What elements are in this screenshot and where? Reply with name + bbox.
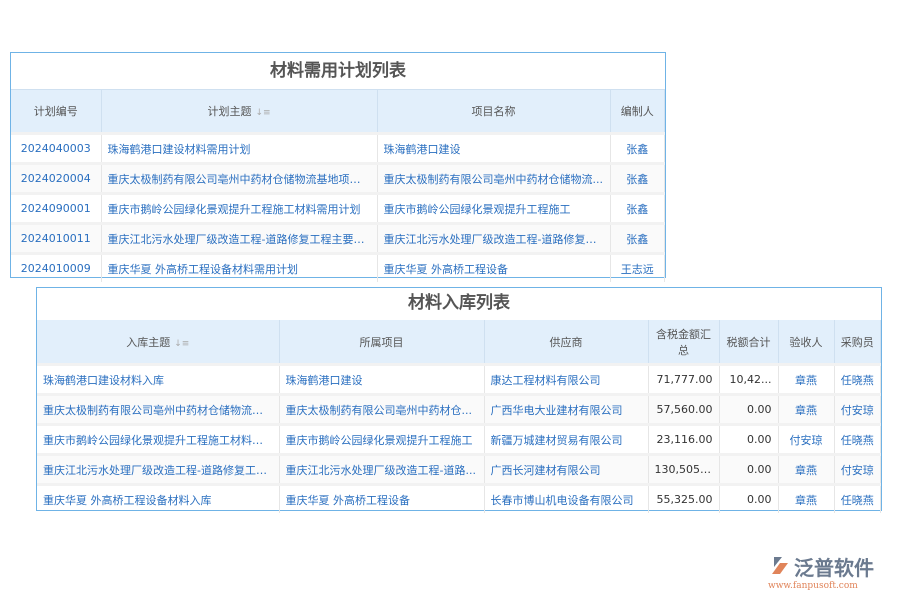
table-cell[interactable]: 2024040003	[11, 132, 102, 164]
table-cell[interactable]: 重庆江北污水处理厂级改造工程-道路...	[279, 453, 485, 485]
plan-table-title: 材料需用计划列表	[11, 53, 665, 90]
fanpusoft-logo: 泛普软件 www.fanpusoft.com	[768, 552, 874, 591]
table-cell: 0.00	[719, 483, 779, 513]
column-header-label: 编制人	[620, 105, 654, 118]
table-cell[interactable]: 2024090001	[11, 192, 102, 224]
table-cell[interactable]: 广西长河建材有限公司	[484, 453, 649, 485]
logo-url: www.fanpusoft.com	[768, 581, 858, 591]
column-header[interactable]: 含税金额汇总	[648, 320, 720, 365]
table-cell: 10,42...	[719, 363, 779, 395]
column-header[interactable]: 税额合计	[719, 320, 779, 365]
sort-icon[interactable]: ↓≡	[174, 338, 190, 349]
table-cell[interactable]: 重庆市鹅岭公园绿化景观提升工程施工	[377, 192, 611, 224]
column-header-label: 税额合计	[726, 335, 771, 349]
column-header[interactable]: 计划主题 ↓≡	[101, 90, 378, 134]
table-cell[interactable]: 重庆市鹅岭公园绿化景观提升工程施工	[279, 423, 485, 455]
logo-icon	[772, 557, 788, 574]
table-cell[interactable]: 重庆太极制药有限公司亳州中药材仓储物流基地项目...	[101, 162, 378, 194]
table-cell[interactable]: 付安琼	[778, 423, 835, 455]
table-cell[interactable]: 重庆太极制药有限公司亳州中药材仓储物流基...	[37, 393, 280, 425]
table-cell[interactable]: 任晓燕	[834, 363, 881, 395]
table-cell: 57,560.00	[648, 393, 720, 425]
table-row[interactable]: 重庆华夏 外高桥工程设备材料入库 重庆华夏 外高桥工程设备 长春市博山机电设备有限公…	[37, 483, 881, 513]
table-row[interactable]: 重庆太极制药有限公司亳州中药材仓储物流基... 重庆太极制药有限公司亳州中药材仓.…	[37, 393, 881, 425]
table-cell[interactable]: 珠海鹤港口建设材料入库	[37, 363, 280, 395]
table-cell[interactable]: 张鑫	[610, 222, 665, 254]
table-cell[interactable]: 珠海鹤港口建设材料需用计划	[101, 132, 378, 164]
column-header-label: 计划主题	[207, 105, 252, 118]
logo-name: 泛普软件	[794, 556, 874, 580]
table-cell[interactable]: 张鑫	[610, 132, 665, 164]
table-cell[interactable]: 重庆江北污水处理厂级改造工程-道路修复工程...	[37, 453, 280, 485]
sort-icon[interactable]: ↓≡	[255, 108, 271, 118]
table-cell[interactable]: 重庆太极制药有限公司亳州中药材仓...	[279, 393, 485, 425]
table-cell[interactable]: 长春市博山机电设备有限公司	[484, 483, 649, 513]
table-cell[interactable]: 珠海鹤港口建设	[279, 363, 485, 395]
table-cell: 130,505.00	[648, 453, 720, 485]
column-header[interactable]: 验收人	[778, 320, 835, 365]
table-cell: 55,325.00	[648, 483, 720, 513]
table-cell[interactable]: 重庆华夏 外高桥工程设备	[377, 252, 611, 282]
table-cell[interactable]: 新疆万城建材贸易有限公司	[484, 423, 649, 455]
table-cell[interactable]: 付安琼	[834, 393, 881, 425]
table-cell[interactable]: 重庆市鹅岭公园绿化景观提升工程施工材料入库	[37, 423, 280, 455]
column-header-label: 所属项目	[359, 335, 404, 349]
column-header[interactable]: 编制人	[610, 90, 665, 134]
table-cell[interactable]: 康达工程材料有限公司	[484, 363, 649, 395]
table-cell[interactable]: 重庆华夏 外高桥工程设备	[279, 483, 485, 513]
table-cell[interactable]: 2024020004	[11, 162, 102, 194]
table-row[interactable]: 珠海鹤港口建设材料入库 珠海鹤港口建设 康达工程材料有限公司 71,777.00 10,…	[37, 363, 881, 395]
table-cell: 0.00	[719, 393, 779, 425]
table-row[interactable]: 2024040003 珠海鹤港口建设材料需用计划 珠海鹤港口建设 张鑫	[11, 132, 665, 164]
column-header-label: 入库主题	[126, 335, 171, 349]
column-header[interactable]: 采购员	[834, 320, 881, 365]
table-cell: 71,777.00	[648, 363, 720, 395]
table-row[interactable]: 2024090001 重庆市鹅岭公园绿化景观提升工程施工材料需用计划 重庆市鹅岭公园…	[11, 192, 665, 224]
column-header[interactable]: 供应商	[484, 320, 649, 365]
table-cell[interactable]: 重庆江北污水处理厂级改造工程-道路修复工程	[377, 222, 611, 254]
column-header-label: 验收人	[789, 335, 823, 349]
table-cell: 23,116.00	[648, 423, 720, 455]
table-cell[interactable]: 章燕	[778, 453, 835, 485]
table-cell[interactable]: 2024010011	[11, 222, 102, 254]
material-stock-table: 材料入库列表 入库主题 ↓≡ 所属项目 供应商 含税金额汇总 税额合计 验收人 采购员珠海鹤港…	[36, 287, 882, 513]
table-row[interactable]: 重庆江北污水处理厂级改造工程-道路修复工程... 重庆江北污水处理厂级改造工程-道…	[37, 453, 881, 485]
table-cell[interactable]: 付安琼	[834, 453, 881, 485]
table-cell: 0.00	[719, 453, 779, 485]
stock-table-title: 材料入库列表	[408, 293, 510, 313]
table-row[interactable]: 2024010011 重庆江北污水处理厂级改造工程-道路修复工程主要材料 重庆江北污…	[11, 222, 665, 254]
table-cell[interactable]: 重庆华夏 外高桥工程设备材料需用计划	[101, 252, 378, 282]
column-header[interactable]: 项目名称	[377, 90, 611, 134]
table-cell: 0.00	[719, 423, 779, 455]
column-header-label: 含税金额汇总	[656, 327, 711, 357]
table-row[interactable]: 重庆市鹅岭公园绿化景观提升工程施工材料入库 重庆市鹅岭公园绿化景观提升工程施工 新疆…	[37, 423, 881, 455]
table-cell[interactable]: 重庆太极制药有限公司亳州中药材仓储物流...	[377, 162, 611, 194]
column-header[interactable]: 计划编号	[11, 90, 102, 134]
material-plan-table: 材料需用计划列表 计划编号 计划主题 ↓≡ 项目名称 编制人 2024040003 珠海鹤港…	[10, 52, 666, 282]
column-header-label: 供应商	[549, 335, 583, 349]
column-header[interactable]: 所属项目	[279, 320, 485, 365]
table-cell[interactable]: 重庆华夏 外高桥工程设备材料入库	[37, 483, 280, 513]
table-cell[interactable]: 章燕	[778, 483, 835, 513]
table-cell[interactable]: 2024010009	[11, 252, 102, 282]
table-cell[interactable]: 章燕	[778, 393, 835, 425]
table-cell[interactable]: 章燕	[778, 363, 835, 395]
table-cell[interactable]: 重庆市鹅岭公园绿化景观提升工程施工材料需用计划	[101, 192, 378, 224]
table-row[interactable]: 2024010009 重庆华夏 外高桥工程设备材料需用计划 重庆华夏 外高桥工程设备…	[11, 252, 665, 282]
table-cell[interactable]: 任晓燕	[834, 483, 881, 513]
column-header[interactable]: 入库主题 ↓≡	[37, 320, 280, 365]
table-cell[interactable]: 张鑫	[610, 162, 665, 194]
table-cell[interactable]: 重庆江北污水处理厂级改造工程-道路修复工程主要材料	[101, 222, 378, 254]
table-cell[interactable]: 广西华电大业建材有限公司	[484, 393, 649, 425]
table-cell[interactable]: 任晓燕	[834, 423, 881, 455]
table-cell[interactable]: 王志远	[610, 252, 665, 282]
table-cell[interactable]: 珠海鹤港口建设	[377, 132, 611, 164]
table-row[interactable]: 2024020004 重庆太极制药有限公司亳州中药材仓储物流基地项目... 重庆太极…	[11, 162, 665, 194]
column-header-label: 采购员	[840, 335, 874, 349]
table-cell[interactable]: 张鑫	[610, 192, 665, 224]
column-header-label: 计划编号	[33, 105, 78, 118]
column-header-label: 项目名称	[471, 105, 516, 118]
